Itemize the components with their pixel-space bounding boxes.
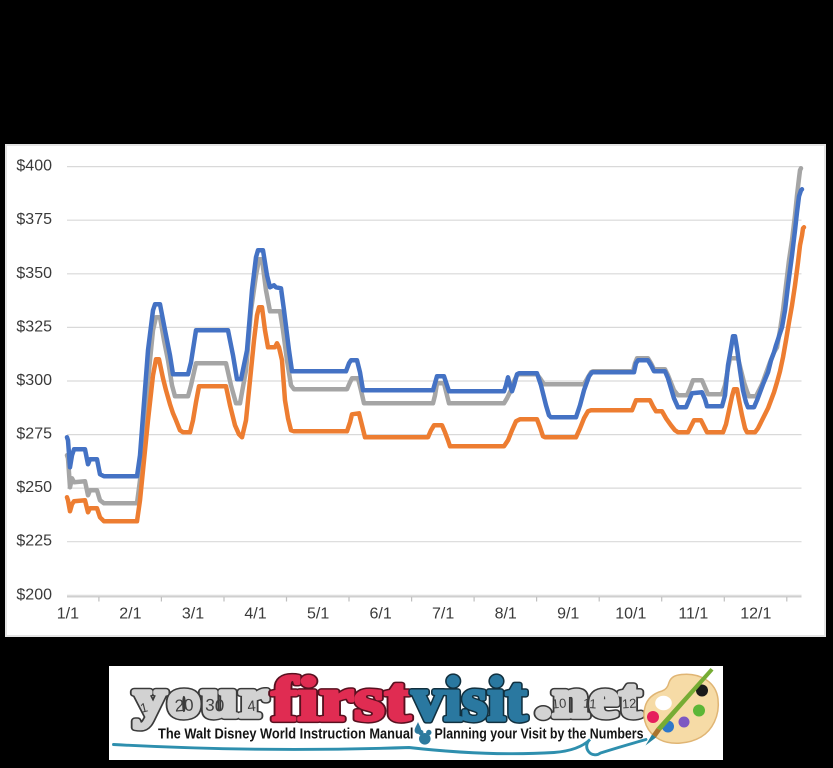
svg-text:4/1: 4/1	[244, 605, 266, 622]
svg-text:$200: $200	[16, 586, 52, 603]
svg-text:10/1: 10/1	[615, 605, 646, 622]
svg-text:20: 20	[174, 695, 194, 715]
svg-text:your: your	[133, 669, 268, 729]
svg-text:$350: $350	[16, 264, 52, 281]
svg-text:.net: .net	[535, 669, 642, 729]
svg-text:6/1: 6/1	[369, 605, 391, 622]
svg-text:$275: $275	[16, 425, 52, 442]
svg-text:$325: $325	[16, 318, 52, 335]
svg-text:11: 11	[582, 696, 597, 712]
svg-text:$375: $375	[16, 211, 52, 228]
svg-text:$400: $400	[16, 157, 52, 174]
svg-text:visit: visit	[411, 666, 527, 734]
svg-text:3/1: 3/1	[182, 605, 204, 622]
svg-text:7/1: 7/1	[432, 605, 454, 622]
svg-text:Planning your Visit by the Num: Planning your Visit by the Numbers	[434, 727, 643, 743]
svg-text:10: 10	[551, 695, 567, 711]
svg-text:2/1: 2/1	[119, 605, 141, 622]
svg-text:30: 30	[204, 696, 224, 716]
svg-text:first: first	[271, 666, 410, 734]
svg-text:visit: visit	[411, 666, 527, 734]
svg-text:9/1: 9/1	[557, 605, 579, 622]
svg-text:11/1: 11/1	[678, 605, 708, 622]
svg-text:.net: .net	[535, 669, 642, 729]
svg-text:The Walt Disney World Instruct: The Walt Disney World Instruction Manual	[158, 727, 414, 743]
svg-text:your: your	[133, 669, 268, 729]
svg-text:first: first	[271, 666, 410, 734]
svg-text:4: 4	[246, 698, 256, 716]
svg-text:$225: $225	[16, 532, 52, 549]
svg-text:1/1: 1/1	[57, 605, 79, 622]
svg-text:12: 12	[621, 696, 636, 712]
svg-text:1: 1	[138, 699, 149, 715]
svg-text:$250: $250	[16, 479, 52, 496]
svg-text:5/1: 5/1	[307, 605, 329, 622]
svg-text:8/1: 8/1	[495, 605, 517, 622]
svg-text:$300: $300	[16, 372, 52, 389]
svg-text:12/1: 12/1	[740, 605, 771, 622]
